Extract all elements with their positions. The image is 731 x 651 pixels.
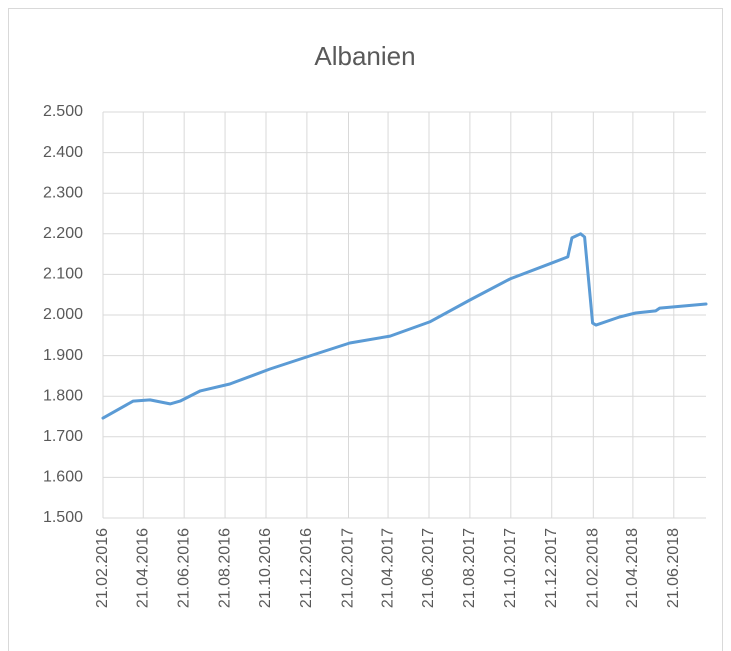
- x-tick-label: 21.12.2017: [543, 528, 560, 608]
- y-tick-label: 1.600: [43, 469, 83, 486]
- data-line: [101, 232, 708, 420]
- x-tick-label: 21.12.2016: [298, 528, 315, 608]
- x-tick-label: 21.02.2017: [340, 528, 357, 608]
- x-tick-label: 21.08.2016: [216, 528, 233, 608]
- y-tick-label: 2.400: [43, 144, 83, 161]
- x-tick-label: 21.04.2016: [134, 528, 151, 608]
- x-tick-label: 21.10.2017: [502, 528, 519, 608]
- chart-title: Albanien: [314, 41, 415, 71]
- x-tick-label: 21.10.2016: [257, 528, 274, 608]
- y-tick-label: 2.000: [43, 306, 83, 323]
- chart-border: [8, 8, 723, 651]
- y-tick-label: 2.500: [43, 103, 83, 120]
- x-tick-label: 21.06.2018: [665, 528, 682, 608]
- x-tick-label: 21.02.2016: [94, 528, 111, 608]
- y-tick-label: 2.200: [43, 225, 83, 242]
- y-tick-label: 1.800: [43, 387, 83, 404]
- x-tick-label: 21.04.2017: [379, 528, 396, 608]
- y-tick-label: 1.500: [43, 509, 83, 526]
- y-tick-label: 2.300: [43, 184, 83, 201]
- x-tick-label: 21.08.2017: [461, 528, 478, 608]
- x-tick-label: 21.02.2018: [585, 528, 602, 608]
- y-tick-label: 1.900: [43, 347, 83, 364]
- x-tick-label: 21.06.2017: [420, 528, 437, 608]
- y-tick-label: 2.100: [43, 266, 83, 283]
- y-tick-label: 1.700: [43, 428, 83, 445]
- x-tick-label: 21.04.2018: [624, 528, 641, 608]
- x-tick-label: 21.06.2016: [175, 528, 192, 608]
